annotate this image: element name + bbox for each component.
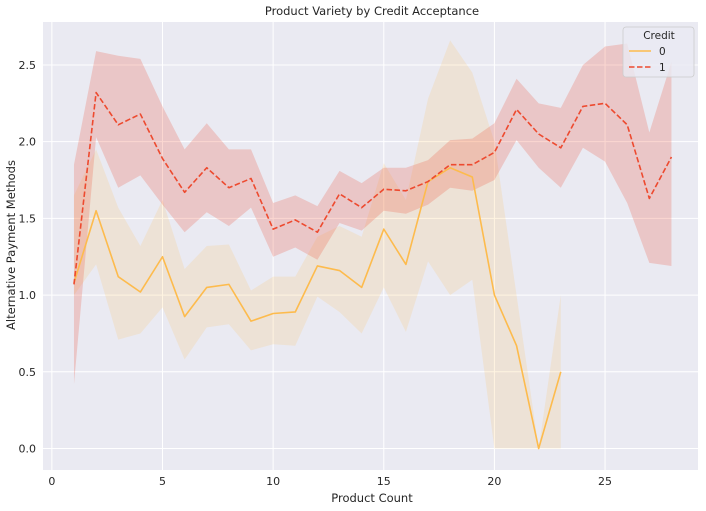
- y-tick-label: 0.5: [19, 366, 37, 379]
- chart-title: Product Variety by Credit Acceptance: [265, 4, 479, 18]
- x-tick-label: 25: [598, 475, 612, 488]
- legend-label-0: 0: [659, 46, 666, 58]
- x-axis-label: Product Count: [331, 491, 413, 505]
- x-tick-label: 20: [487, 475, 501, 488]
- legend-box: [622, 26, 695, 78]
- x-axis-ticks: 0 5 10 15 20 25: [48, 475, 612, 488]
- series-line-1: [73, 91, 673, 285]
- series-lines: [73, 91, 673, 450]
- x-tick-label: 15: [377, 475, 391, 488]
- y-tick-label: 0.0: [19, 443, 37, 456]
- grid: [43, 22, 698, 470]
- y-axis-label: Alternative Payment Methods: [4, 160, 18, 330]
- x-tick-label: 10: [266, 475, 280, 488]
- y-tick-label: 2.0: [19, 136, 37, 149]
- confidence-band-1: [73, 43, 672, 385]
- legend-title: Credit: [643, 30, 675, 42]
- y-axis-ticks: 0.0 0.5 1.0 1.5 2.0 2.5: [19, 59, 37, 456]
- legend-label-1: 1: [659, 62, 666, 74]
- y-tick-label: 1.0: [19, 289, 37, 302]
- plot-area: [43, 22, 698, 470]
- x-tick-label: 5: [159, 475, 166, 488]
- series-line-0: [73, 166, 562, 450]
- y-tick-label: 1.5: [19, 212, 37, 225]
- y-tick-label: 2.5: [19, 59, 37, 72]
- confidence-bands: [73, 40, 672, 449]
- confidence-band-0: [73, 40, 561, 449]
- x-tick-label: 0: [48, 475, 55, 488]
- legend: Credit 0 1: [622, 26, 695, 78]
